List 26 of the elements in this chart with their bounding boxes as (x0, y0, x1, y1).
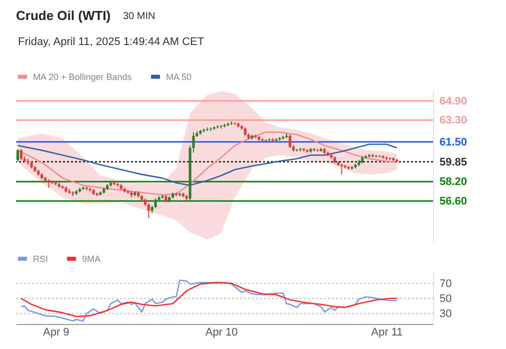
candlestick (16, 148, 20, 162)
legend-label: MA 20 + Bollinger Bands (33, 72, 132, 82)
x-tick-label: Apr 10 (205, 326, 238, 338)
chart-subtitle: Friday, April 11, 2025 1:49:44 AM CET (18, 36, 204, 48)
candlestick (20, 148, 22, 160)
y-tick-label: 70 (440, 278, 452, 290)
y-tick-label: 50 (440, 292, 452, 305)
chart-title: Crude Oil (WTI) (16, 8, 111, 23)
legend-label: 9MA (82, 254, 101, 264)
line-series (17, 144, 398, 186)
legend-label: MA 50 (166, 72, 192, 82)
candlestick (288, 134, 292, 148)
x-tick-label: Apr 9 (42, 326, 70, 338)
y-tick-label: 58.20 (440, 176, 468, 188)
y-tick-label: 61.50 (440, 136, 468, 148)
y-tick-label: 59.85 (440, 156, 468, 168)
x-tick-label: Apr 11 (371, 326, 403, 338)
y-tick-label: 30 (440, 308, 452, 320)
candlestick (147, 202, 150, 218)
text: 30 MIN (123, 11, 156, 22)
y-tick-label: 63.30 (440, 114, 468, 127)
legend-label: RSI (33, 254, 48, 264)
y-tick-label: 56.60 (440, 195, 468, 208)
y-tick-label: 64.90 (440, 95, 468, 108)
line-series (17, 132, 398, 196)
candlestick (154, 198, 157, 209)
